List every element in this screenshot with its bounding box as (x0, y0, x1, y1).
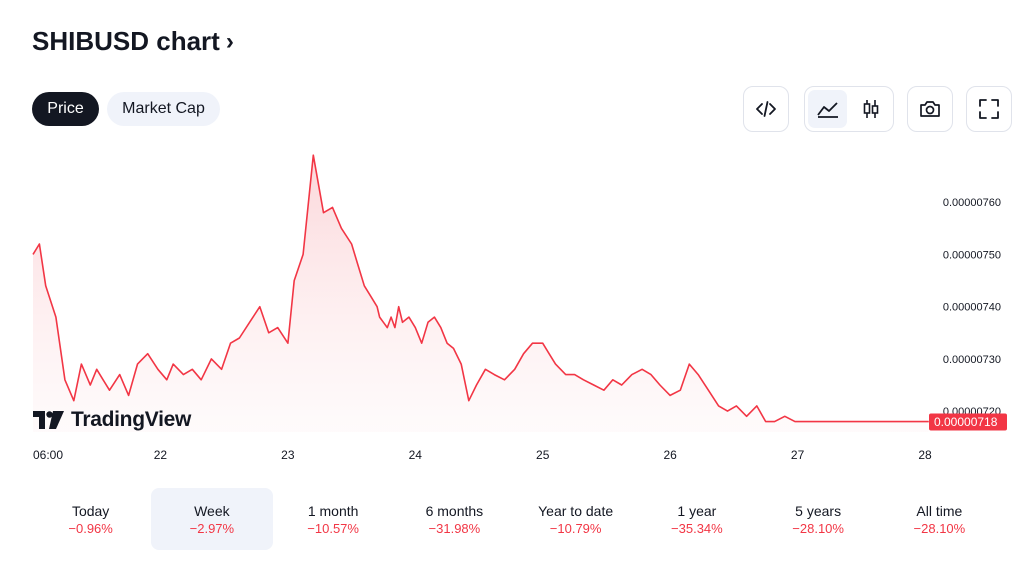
x-tick-label: 28 (918, 448, 932, 462)
period-change: −28.10% (792, 520, 844, 536)
period-change: −2.97% (189, 520, 235, 536)
embed-button[interactable] (743, 86, 789, 132)
y-tick-label: 0.00000740 (943, 302, 1001, 314)
fullscreen-icon (979, 99, 999, 119)
period-option[interactable]: 5 years −28.10% (758, 488, 879, 550)
period-label: 1 month (307, 502, 359, 519)
price-series-line (32, 154, 929, 423)
y-tick-label: 0.00000760 (943, 197, 1001, 209)
code-icon (756, 101, 776, 117)
period-change: −10.57% (307, 520, 359, 536)
period-option[interactable]: All time −28.10% (879, 488, 1000, 550)
period-option[interactable]: Week −2.97% (151, 488, 273, 550)
period-label: 1 year (677, 502, 717, 519)
period-change: −28.10% (913, 520, 966, 536)
price-area-fill (33, 155, 929, 432)
tradingview-logo-icon (33, 411, 64, 429)
page-title[interactable]: SHIBUSD chart › (32, 26, 234, 57)
period-option[interactable]: Today −0.96% (30, 488, 151, 550)
y-tick-label: 0.00000730 (943, 354, 1001, 366)
period-label: Week (194, 502, 230, 519)
period-option[interactable]: 1 year −35.34% (636, 488, 757, 550)
y-tick-label: 0.00000750 (943, 249, 1001, 261)
x-tick-label: 24 (409, 448, 423, 462)
tradingview-wordmark: TradingView (71, 408, 192, 431)
snapshot-button[interactable] (907, 86, 953, 132)
period-change: −10.79% (549, 520, 602, 536)
period-label: 5 years (795, 502, 842, 519)
period-label: 6 months (425, 502, 484, 519)
x-tick-label: 25 (536, 448, 550, 462)
x-tick-label: 26 (663, 448, 677, 462)
camera-icon (920, 101, 940, 117)
line-chart-button[interactable] (808, 90, 847, 128)
x-axis: 06:00 22 23 24 25 26 27 28 (33, 448, 932, 462)
market-cap-tab[interactable]: Market Cap (107, 92, 220, 126)
y-axis: 0.000007200.000007300.000007400.00000750… (943, 197, 1001, 418)
period-change: −0.96% (68, 520, 113, 536)
fullscreen-button[interactable] (966, 86, 1012, 132)
last-price-badge: 0.00000718 (929, 413, 1007, 431)
period-label: Year to date (538, 502, 614, 519)
chevron-right-icon: › (225, 27, 234, 55)
last-price-badge-bg (929, 413, 1007, 431)
period-label: All time (916, 502, 963, 519)
period-option[interactable]: 6 months −31.98% (394, 488, 515, 550)
period-label: Today (71, 502, 110, 519)
x-tick-label: 23 (281, 448, 295, 462)
period-change: −35.34% (671, 520, 723, 536)
x-tick-label: 22 (154, 448, 168, 462)
tradingview-logo[interactable]: TradingView (33, 408, 191, 432)
x-tick-label: 27 (791, 448, 805, 462)
chart-title-text: SHIBUSD chart (32, 26, 220, 56)
period-selector: Today −0.96% Week −2.97% 1 month −10.57% 6 mon… (30, 488, 1000, 550)
price-tab[interactable]: Price (32, 92, 99, 126)
period-change: −31.98% (428, 520, 481, 536)
candlestick-chart-button[interactable] (851, 90, 890, 128)
period-option[interactable]: 1 month −10.57% (273, 488, 394, 550)
x-tick-label: 06:00 (33, 448, 63, 462)
price-chart[interactable]: 0.00000720 0.00000730 0.00000740 0.00000750… (0, 140, 1024, 480)
period-option[interactable]: Year to date −10.79% (515, 488, 636, 550)
chart-type-switch (804, 86, 894, 132)
last-price-label: 0.00000718 (934, 415, 998, 429)
line-chart-icon (816, 102, 838, 118)
price-chart-svg: 0.000007200.000007300.000007400.00000750… (32, 154, 1007, 462)
candlestick-icon (863, 100, 878, 118)
